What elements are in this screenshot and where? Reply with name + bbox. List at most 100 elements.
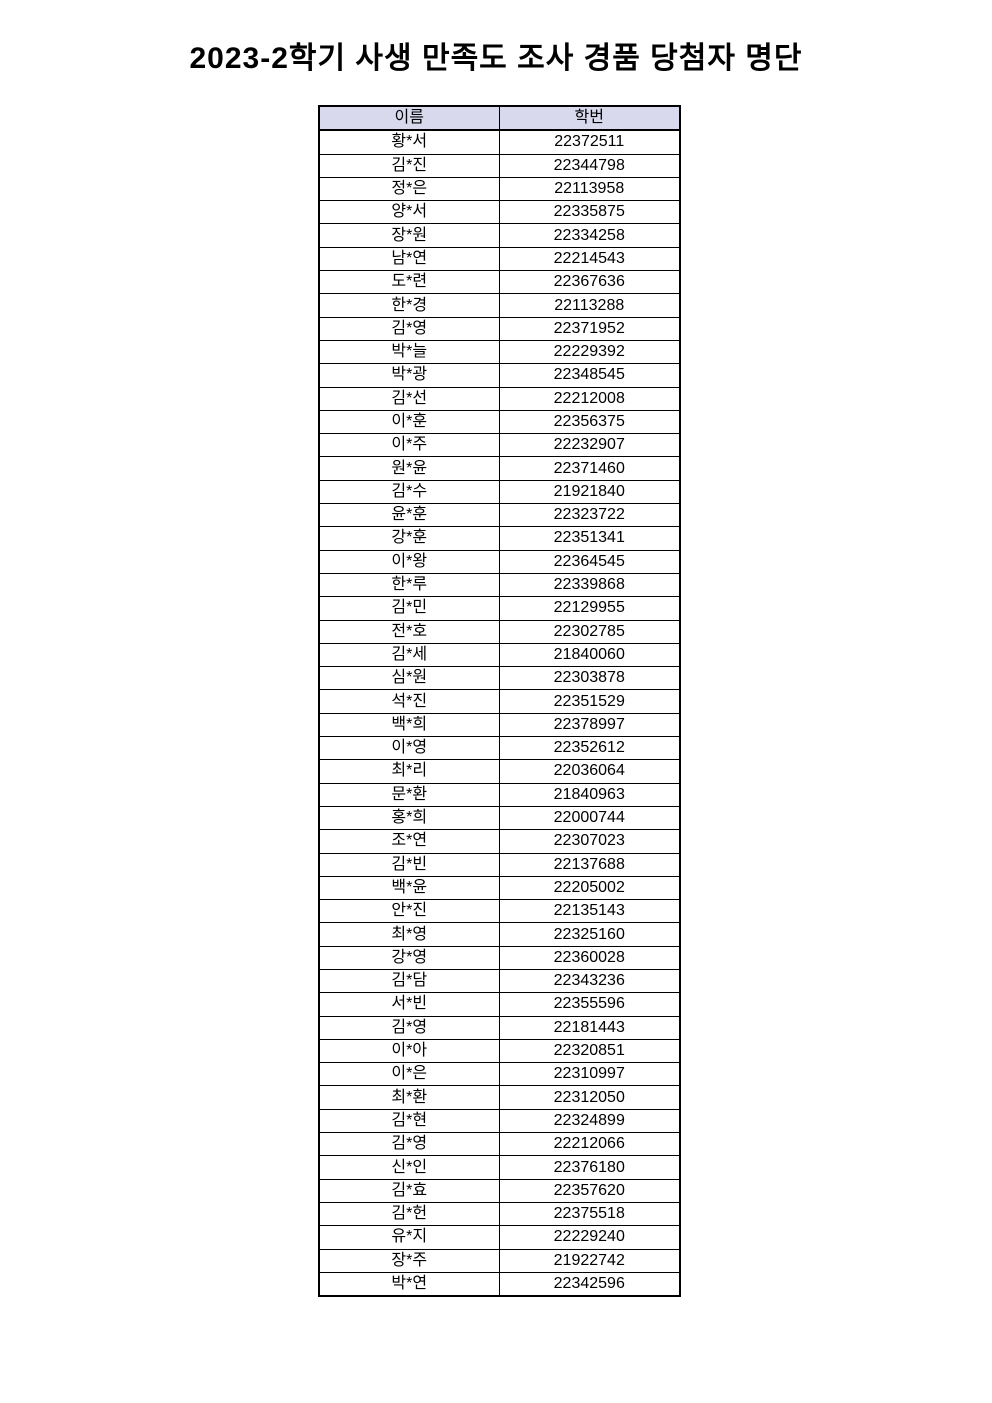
name-cell: 최*리 bbox=[318, 759, 500, 784]
name-cell: 남*연 bbox=[318, 246, 500, 272]
table-row: 전*호 22302785 bbox=[318, 619, 681, 644]
table-row: 김*헌 22375518 bbox=[318, 1201, 681, 1227]
name-cell: 이*은 bbox=[318, 1062, 500, 1087]
student-id-cell: 22129955 bbox=[498, 596, 681, 621]
table-row: 백*윤 22205002 bbox=[318, 875, 681, 901]
student-id-cell: 22113958 bbox=[498, 176, 681, 202]
name-cell: 신*인 bbox=[318, 1155, 500, 1180]
student-id-cell: 22137688 bbox=[498, 852, 681, 877]
table-row: 유*지 22229240 bbox=[318, 1225, 681, 1250]
table-row: 백*희 22378997 bbox=[318, 712, 681, 738]
name-cell: 김*빈 bbox=[318, 852, 500, 877]
name-cell: 강*영 bbox=[318, 945, 500, 970]
student-id-cell: 22372511 bbox=[498, 129, 681, 155]
winners-table: 이름 학번 황*서 22372511 김*진 22344798 정*은 22113958 양… bbox=[318, 105, 681, 1298]
student-id-cell: 22303878 bbox=[498, 666, 681, 691]
table-row: 윤*훈 22323722 bbox=[318, 503, 681, 528]
name-cell: 김*영 bbox=[318, 1132, 500, 1157]
student-id-cell: 21840963 bbox=[498, 782, 681, 807]
student-id-cell: 22212008 bbox=[498, 386, 681, 411]
name-cell: 최*영 bbox=[318, 922, 500, 947]
student-id-cell: 22348545 bbox=[498, 363, 681, 388]
student-id-cell: 21840060 bbox=[498, 642, 681, 668]
table-row: 장*주 21922742 bbox=[318, 1248, 681, 1273]
name-cell: 석*진 bbox=[318, 689, 500, 714]
name-cell: 박*늘 bbox=[318, 339, 500, 365]
student-id-cell: 22205002 bbox=[498, 875, 681, 901]
student-id-cell: 22214543 bbox=[498, 246, 681, 272]
student-id-cell: 22360028 bbox=[498, 945, 681, 970]
table-row: 홍*희 22000744 bbox=[318, 805, 681, 831]
name-cell: 강*훈 bbox=[318, 526, 500, 551]
table-row: 도*련 22367636 bbox=[318, 270, 681, 295]
table-row: 최*환 22312050 bbox=[318, 1085, 681, 1110]
table-row: 신*인 22376180 bbox=[318, 1155, 681, 1180]
name-cell: 심*원 bbox=[318, 666, 500, 691]
name-cell: 김*현 bbox=[318, 1108, 500, 1134]
student-id-cell: 22229392 bbox=[498, 339, 681, 365]
student-id-cell: 22000744 bbox=[498, 805, 681, 831]
name-cell: 정*은 bbox=[318, 176, 500, 202]
student-id-cell: 22378997 bbox=[498, 712, 681, 738]
table-row: 박*연 22342596 bbox=[318, 1271, 681, 1297]
table-row: 서*빈 22355596 bbox=[318, 992, 681, 1017]
student-id-cell: 22229240 bbox=[498, 1225, 681, 1250]
table-row: 김*영 22371952 bbox=[318, 316, 681, 341]
student-id-cell: 22323722 bbox=[498, 503, 681, 528]
table-row: 조*연 22307023 bbox=[318, 829, 681, 854]
table-row: 이*왕 22364545 bbox=[318, 549, 681, 574]
name-cell: 원*윤 bbox=[318, 456, 500, 481]
student-id-cell: 22325160 bbox=[498, 922, 681, 947]
student-id-cell: 22367636 bbox=[498, 270, 681, 295]
student-id-cell: 21922742 bbox=[498, 1248, 681, 1273]
table-row: 한*루 22339868 bbox=[318, 572, 681, 598]
table-row: 박*광 22348545 bbox=[318, 363, 681, 388]
table-row: 이*주 22232907 bbox=[318, 433, 681, 458]
name-cell: 장*주 bbox=[318, 1248, 500, 1273]
name-cell: 김*선 bbox=[318, 386, 500, 411]
name-cell: 문*환 bbox=[318, 782, 500, 807]
name-cell: 박*연 bbox=[318, 1271, 500, 1297]
student-id-cell: 22351341 bbox=[498, 526, 681, 551]
table-row: 문*환 21840963 bbox=[318, 782, 681, 807]
name-cell: 서*빈 bbox=[318, 992, 500, 1017]
name-cell: 조*연 bbox=[318, 829, 500, 854]
student-id-cell: 22352612 bbox=[498, 736, 681, 761]
name-cell: 한*경 bbox=[318, 293, 500, 318]
table-row: 김*진 22344798 bbox=[318, 153, 681, 178]
header-name: 이름 bbox=[318, 105, 500, 132]
name-cell: 홍*희 bbox=[318, 805, 500, 831]
table-row: 김*현 22324899 bbox=[318, 1108, 681, 1134]
name-cell: 이*영 bbox=[318, 736, 500, 761]
student-id-cell: 22371952 bbox=[498, 316, 681, 341]
name-cell: 백*윤 bbox=[318, 875, 500, 901]
table-row: 이*훈 22356375 bbox=[318, 409, 681, 435]
student-id-cell: 22135143 bbox=[498, 899, 681, 924]
name-cell: 박*광 bbox=[318, 363, 500, 388]
name-cell: 윤*훈 bbox=[318, 503, 500, 528]
name-cell: 양*서 bbox=[318, 200, 500, 225]
student-id-cell: 22351529 bbox=[498, 689, 681, 714]
table-row: 김*세 21840060 bbox=[318, 642, 681, 668]
name-cell: 김*담 bbox=[318, 968, 500, 994]
student-id-cell: 22371460 bbox=[498, 456, 681, 481]
table-row: 김*민 22129955 bbox=[318, 596, 681, 621]
student-id-cell: 22212066 bbox=[498, 1132, 681, 1157]
student-id-cell: 22355596 bbox=[498, 992, 681, 1017]
name-cell: 최*환 bbox=[318, 1085, 500, 1110]
table-row: 원*윤 22371460 bbox=[318, 456, 681, 481]
name-cell: 김*민 bbox=[318, 596, 500, 621]
student-id-cell: 22334258 bbox=[498, 223, 681, 248]
table-row: 심*원 22303878 bbox=[318, 666, 681, 691]
student-id-cell: 22364545 bbox=[498, 549, 681, 574]
student-id-cell: 22343236 bbox=[498, 968, 681, 994]
name-cell: 김*수 bbox=[318, 479, 500, 505]
student-id-cell: 22376180 bbox=[498, 1155, 681, 1180]
table-row: 김*효 22357620 bbox=[318, 1178, 681, 1203]
name-cell: 이*훈 bbox=[318, 409, 500, 435]
header-student-id: 학번 bbox=[498, 105, 681, 132]
table-row: 김*영 22212066 bbox=[318, 1132, 681, 1157]
page-title: 2023-2학기 사생 만족도 조사 경품 당첨자 명단 bbox=[189, 42, 803, 75]
name-cell: 김*영 bbox=[318, 316, 500, 341]
